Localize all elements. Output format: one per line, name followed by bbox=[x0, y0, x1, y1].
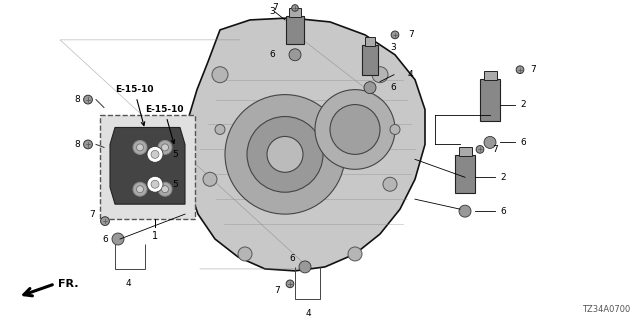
Text: 6: 6 bbox=[520, 138, 525, 147]
Circle shape bbox=[84, 95, 92, 104]
Bar bbox=[484, 71, 497, 80]
Text: 3: 3 bbox=[269, 7, 275, 16]
Circle shape bbox=[112, 233, 124, 245]
Text: 7: 7 bbox=[272, 4, 278, 12]
Circle shape bbox=[225, 95, 345, 214]
Circle shape bbox=[238, 247, 252, 261]
Text: 5: 5 bbox=[172, 180, 178, 189]
Circle shape bbox=[100, 217, 109, 226]
Bar bbox=[362, 45, 378, 75]
Circle shape bbox=[84, 140, 92, 149]
Circle shape bbox=[136, 144, 143, 151]
Text: 2: 2 bbox=[500, 173, 506, 182]
Circle shape bbox=[286, 280, 294, 288]
Polygon shape bbox=[110, 127, 185, 204]
Circle shape bbox=[315, 90, 395, 169]
Circle shape bbox=[391, 31, 399, 39]
Circle shape bbox=[212, 67, 228, 83]
Circle shape bbox=[267, 136, 303, 172]
Circle shape bbox=[133, 140, 147, 154]
Bar bbox=[365, 37, 375, 46]
Text: 4: 4 bbox=[305, 309, 311, 318]
Text: 5: 5 bbox=[172, 150, 178, 159]
Text: 4: 4 bbox=[408, 70, 413, 79]
Circle shape bbox=[133, 182, 147, 196]
Polygon shape bbox=[185, 18, 425, 271]
Text: 8: 8 bbox=[74, 140, 80, 149]
Text: 4: 4 bbox=[125, 279, 131, 288]
Polygon shape bbox=[100, 115, 195, 219]
Circle shape bbox=[516, 66, 524, 74]
Circle shape bbox=[158, 182, 172, 196]
Circle shape bbox=[158, 140, 172, 154]
Text: FR.: FR. bbox=[58, 279, 79, 289]
Circle shape bbox=[476, 146, 484, 153]
Text: 7: 7 bbox=[408, 30, 413, 39]
Text: 6: 6 bbox=[289, 254, 295, 263]
Bar bbox=[289, 8, 301, 17]
Text: E-15-10: E-15-10 bbox=[115, 85, 154, 125]
Text: 7: 7 bbox=[492, 145, 498, 154]
Circle shape bbox=[247, 116, 323, 192]
Circle shape bbox=[151, 180, 159, 188]
Text: 7: 7 bbox=[89, 210, 95, 219]
Text: 6: 6 bbox=[500, 207, 506, 216]
Circle shape bbox=[147, 176, 163, 192]
Circle shape bbox=[147, 147, 163, 162]
Circle shape bbox=[203, 172, 217, 186]
Circle shape bbox=[299, 261, 311, 273]
Circle shape bbox=[289, 49, 301, 61]
Bar bbox=[286, 16, 304, 44]
Text: 7: 7 bbox=[530, 65, 536, 74]
Circle shape bbox=[459, 205, 471, 217]
Circle shape bbox=[383, 177, 397, 191]
Text: E-15-10: E-15-10 bbox=[145, 105, 184, 144]
Text: TZ34A0700: TZ34A0700 bbox=[582, 305, 630, 314]
Text: 6: 6 bbox=[102, 235, 108, 244]
Circle shape bbox=[215, 124, 225, 134]
Circle shape bbox=[161, 144, 168, 151]
Text: 1: 1 bbox=[152, 231, 158, 241]
Circle shape bbox=[330, 105, 380, 154]
Text: 6: 6 bbox=[269, 50, 275, 59]
Circle shape bbox=[484, 136, 496, 148]
Text: 8: 8 bbox=[74, 95, 80, 104]
Circle shape bbox=[161, 186, 168, 193]
Circle shape bbox=[390, 124, 400, 134]
Circle shape bbox=[348, 247, 362, 261]
Bar bbox=[459, 148, 472, 156]
Circle shape bbox=[364, 82, 376, 94]
Bar bbox=[455, 156, 475, 193]
Text: 6: 6 bbox=[390, 83, 396, 92]
Circle shape bbox=[151, 150, 159, 158]
Circle shape bbox=[372, 67, 388, 83]
Bar bbox=[480, 79, 500, 121]
Circle shape bbox=[136, 186, 143, 193]
Text: 2: 2 bbox=[520, 100, 525, 109]
Text: 7: 7 bbox=[275, 286, 280, 295]
Text: 3: 3 bbox=[390, 43, 396, 52]
Circle shape bbox=[292, 5, 298, 11]
